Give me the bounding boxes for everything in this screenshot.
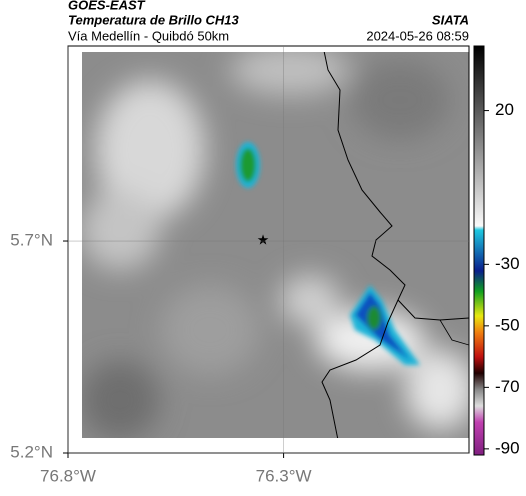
colorbar-tick-label: 20 [495, 100, 514, 119]
x-tick-label: 76.3°W [256, 466, 312, 485]
title: Temperatura de Brillo CH13 [68, 12, 240, 27]
satellite-image: ★ [82, 52, 469, 438]
y-tick-label: 5.7°N [10, 231, 53, 250]
source: GOES-EAST [68, 0, 146, 12]
y-tick-label: 5.2°N [10, 442, 53, 461]
colorbar-tick-label: -90 [495, 438, 520, 457]
colorbar-tick-label: -70 [495, 377, 520, 396]
subtitle: Vía Medellín - Quibdó 50km [68, 28, 229, 43]
location-star: ★ [257, 232, 270, 248]
brand: SIATA [432, 12, 469, 27]
colorbar-tick-label: -50 [495, 315, 520, 334]
colorbar-tick-label: -30 [495, 254, 520, 273]
datetime: 2024-05-26 08:59 [366, 28, 469, 43]
colorbar [473, 45, 485, 456]
x-tick-label: 76.8°W [40, 466, 96, 485]
